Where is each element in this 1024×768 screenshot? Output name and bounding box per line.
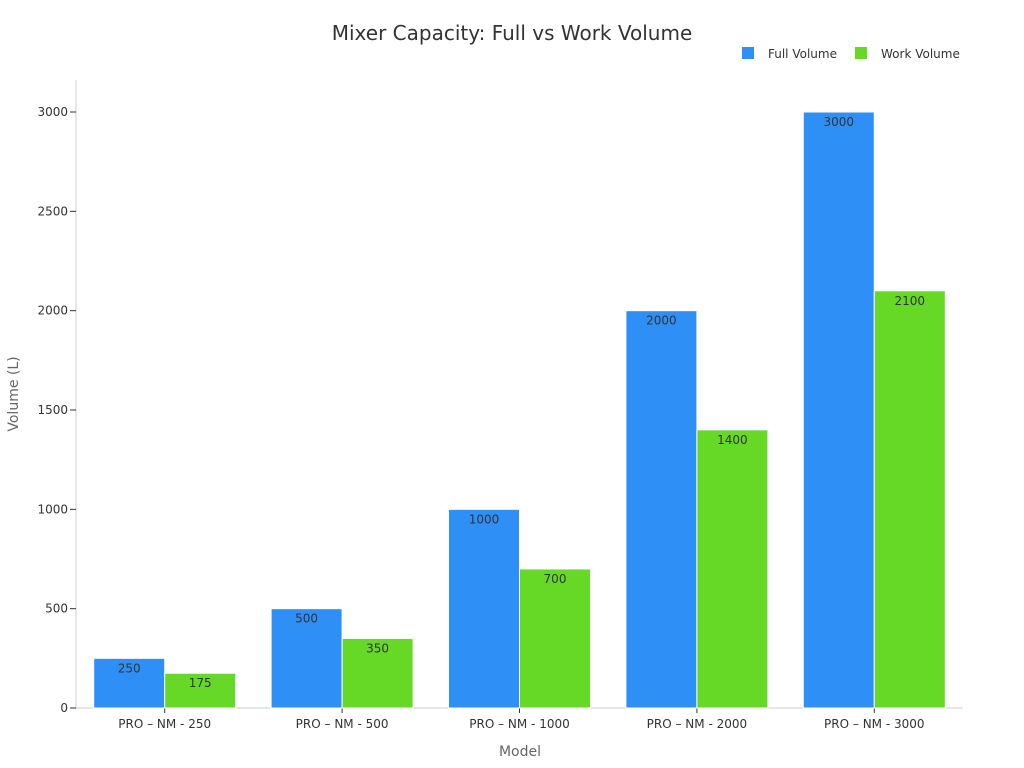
legend-label-work-volume: Work Volume	[881, 47, 960, 61]
data-label: 175	[189, 676, 212, 690]
bar-work-volume	[696, 429, 769, 709]
x-tick-label: PRO – NM - 250	[118, 717, 211, 731]
y-tick-label: 1500	[37, 403, 68, 417]
y-tick-label: 2500	[37, 204, 68, 218]
y-tick-label: 500	[45, 602, 68, 616]
bar-full-volume	[625, 310, 698, 709]
y-axis-title: Volume (L)	[6, 356, 22, 431]
x-tick-label: PRO – NM - 500	[296, 717, 389, 731]
y-tick-label: 1000	[37, 502, 68, 516]
data-labels: 250 175 500 350 1000 700 2000 1400 3000 2100	[118, 115, 925, 690]
x-tick-label: PRO – NM - 3000	[824, 717, 924, 731]
chart-title: Mixer Capacity: Full vs Work Volume	[332, 21, 693, 45]
bars	[93, 111, 946, 709]
legend: Full Volume Work Volume	[742, 47, 960, 61]
y-tick-label: 2000	[37, 304, 68, 318]
data-label: 2100	[895, 294, 926, 308]
data-label: 3000	[824, 115, 855, 129]
data-label: 250	[118, 661, 141, 675]
legend-label-full-volume: Full Volume	[768, 47, 837, 61]
x-tick-label: PRO – NM - 1000	[469, 717, 569, 731]
data-label: 700	[544, 572, 567, 586]
legend-swatch-full-volume	[742, 47, 754, 59]
data-label: 1000	[469, 512, 500, 526]
bar-full-volume	[802, 111, 875, 709]
legend-swatch-work-volume	[855, 47, 867, 59]
x-axis-title: Model	[499, 744, 541, 760]
bar-work-volume	[164, 672, 237, 709]
data-label: 2000	[646, 314, 677, 328]
bar-work-volume	[341, 637, 414, 709]
bar-work-volume	[519, 568, 591, 709]
data-label: 350	[366, 641, 389, 655]
data-label: 500	[295, 612, 318, 626]
y-axis: 0 500 1000 1500 2000 2500 3000	[37, 80, 77, 715]
bar-full-volume	[270, 608, 343, 709]
bar-work-volume	[873, 290, 946, 709]
y-tick-label: 3000	[37, 105, 68, 119]
data-label: 1400	[717, 433, 748, 447]
bar-full-volume	[448, 508, 520, 709]
y-tick-label: 0	[60, 701, 68, 715]
x-axis: PRO – NM - 250 PRO – NM - 500 PRO – NM - 1…	[76, 707, 963, 731]
x-tick-label: PRO – NM - 2000	[647, 717, 747, 731]
